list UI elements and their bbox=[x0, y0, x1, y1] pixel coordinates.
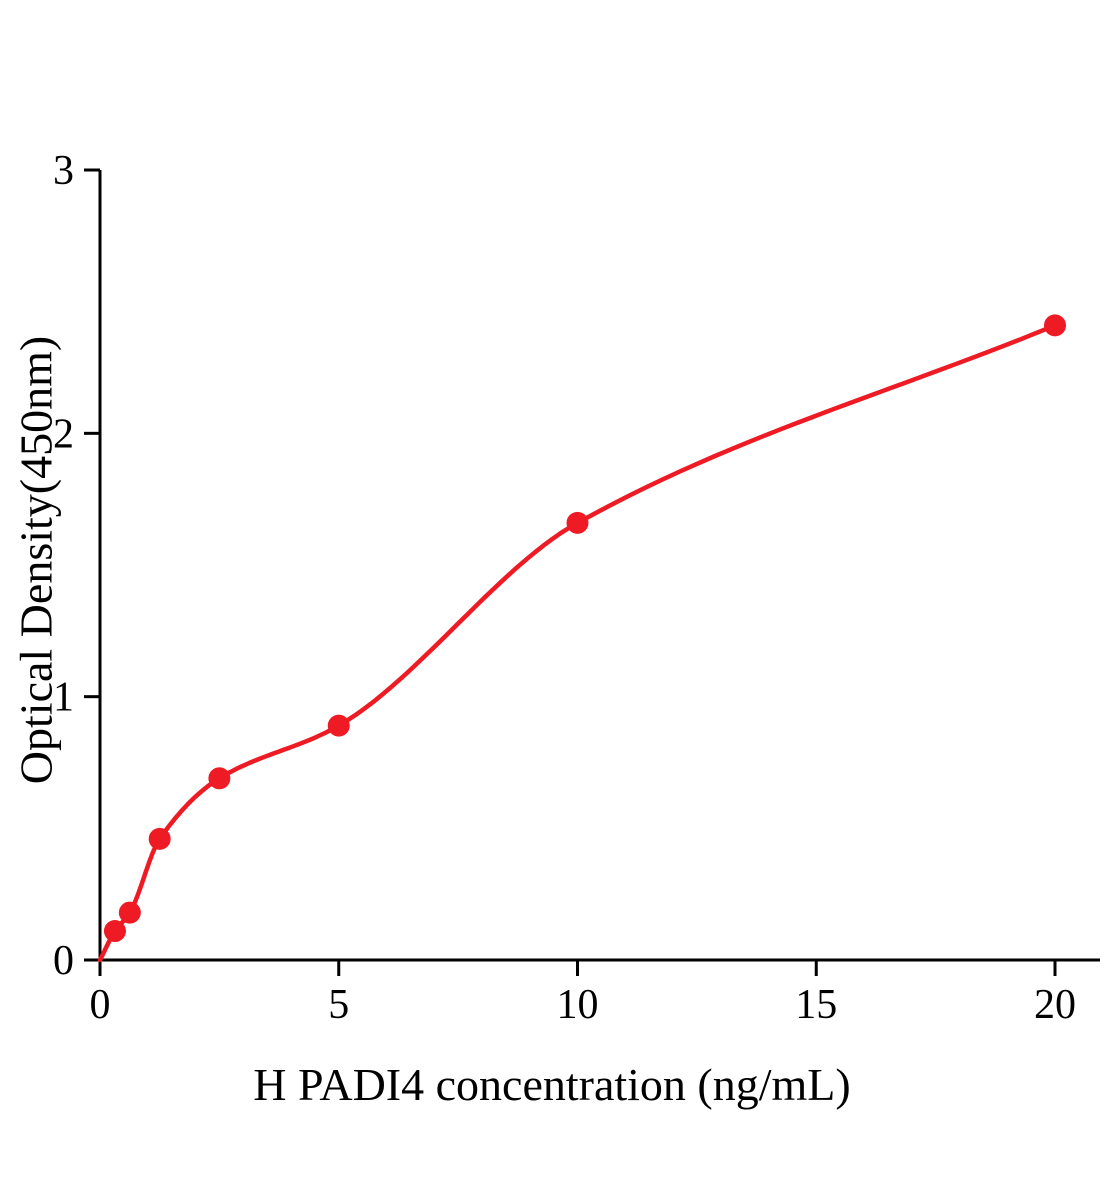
y-tick-label: 3 bbox=[53, 148, 74, 194]
y-axis-title: Optical Density(450nm) bbox=[10, 335, 62, 785]
data-point bbox=[103, 920, 126, 943]
x-tick-label: 10 bbox=[557, 982, 599, 1028]
x-tick-label: 5 bbox=[328, 982, 349, 1028]
data-point bbox=[566, 511, 589, 534]
x-axis-title: H PADI4 concentration (ng/mL) bbox=[253, 1059, 851, 1110]
data-point bbox=[118, 901, 141, 924]
x-tick-label: 15 bbox=[795, 982, 837, 1028]
data-point bbox=[1044, 314, 1066, 337]
data-point bbox=[148, 827, 171, 850]
x-tick-label: 20 bbox=[1034, 982, 1076, 1028]
data-point bbox=[208, 767, 231, 790]
y-tick-label: 2 bbox=[53, 411, 74, 457]
data-point bbox=[327, 714, 350, 737]
y-tick-label: 1 bbox=[53, 675, 74, 721]
x-tick-label: 0 bbox=[90, 982, 111, 1028]
y-tick-label: 0 bbox=[53, 938, 74, 984]
fit-curve bbox=[97, 323, 1058, 963]
